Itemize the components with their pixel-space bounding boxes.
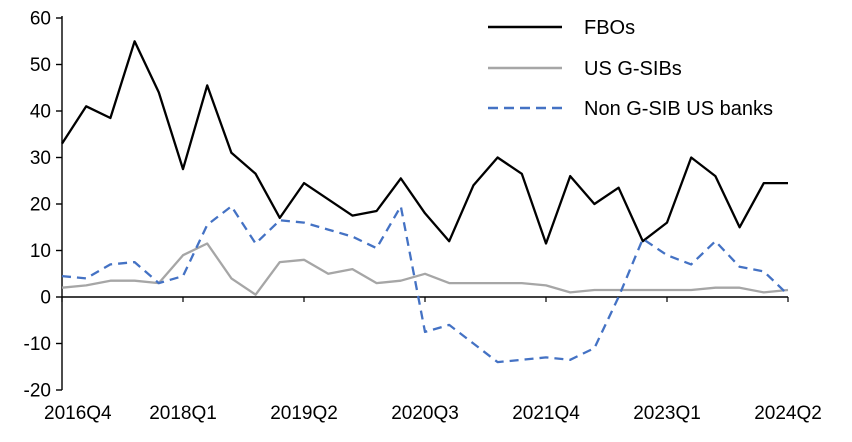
x-tick-label: 2019Q2 (270, 403, 338, 424)
y-tick-label: -10 (24, 334, 51, 355)
x-tick-label: 2018Q1 (149, 403, 217, 424)
y-tick-label: 0 (40, 288, 51, 309)
y-tick-label: 30 (30, 148, 51, 169)
legend-item-us-g-sibs: US G-SIBs (488, 58, 682, 80)
y-tick-label: 60 (30, 9, 51, 30)
legend-label: FBOs (584, 17, 635, 39)
series-line-non-g-sib-us-banks (61, 205, 789, 364)
legend-item-non-g-sib-us-banks: Non G-SIB US banks (488, 98, 773, 120)
legend-label: US G-SIBs (584, 58, 682, 80)
y-tick-label: 20 (30, 195, 51, 216)
x-tick-label: 2023Q1 (633, 403, 701, 424)
y-tick-label: 40 (30, 102, 51, 123)
legend: FBOs US G-SIBs Non G-SIB US banks (488, 17, 773, 120)
x-tick-label: 2020Q3 (391, 403, 459, 424)
x-tick-label: 2024Q2 (754, 403, 822, 424)
legend-item-fbos: FBOs (488, 17, 635, 39)
y-tick-label: 50 (30, 55, 51, 76)
series-line-us-g-sibs (61, 242, 789, 296)
y-tick-label: 10 (30, 241, 51, 262)
legend-label: Non G-SIB US banks (584, 98, 773, 120)
x-tick-label: 2021Q4 (512, 403, 580, 424)
x-tick-label: 2016Q4 (44, 403, 112, 424)
series-line-fbos (61, 40, 788, 245)
y-tick-label: -20 (24, 381, 51, 402)
